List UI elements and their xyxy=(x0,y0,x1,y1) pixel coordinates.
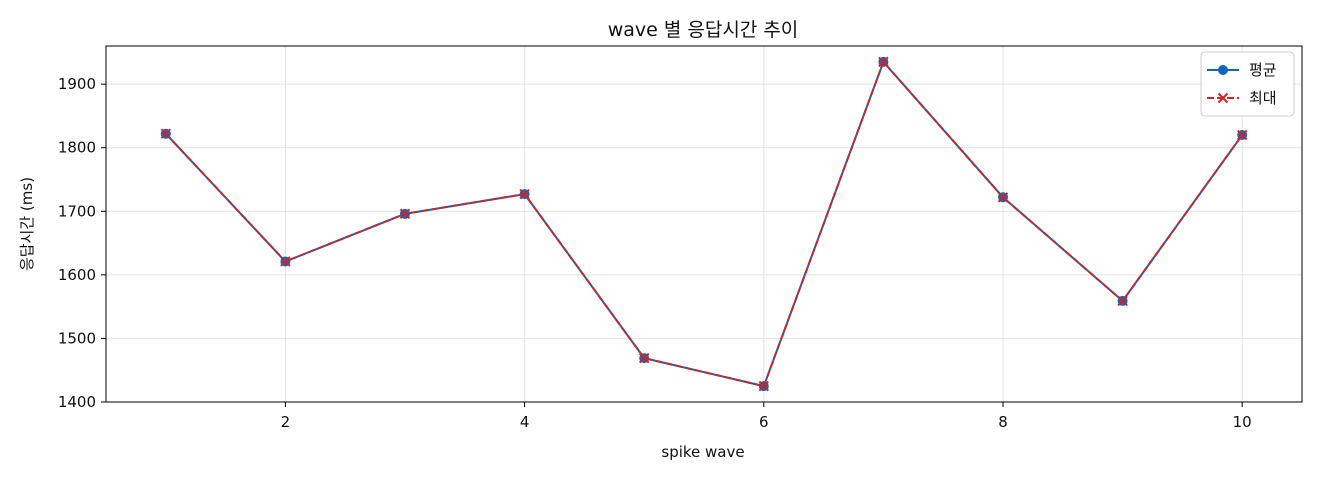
y-tick-label: 1800 xyxy=(58,139,96,157)
series-2 xyxy=(160,56,1248,392)
data-point xyxy=(1236,129,1248,141)
y-tick-label: 1600 xyxy=(58,266,96,284)
data-point xyxy=(1217,92,1229,104)
x-tick-label: 8 xyxy=(998,413,1008,431)
data-point xyxy=(160,128,172,139)
y-tick-label: 1500 xyxy=(58,329,96,347)
legend-label: 최대 xyxy=(1249,89,1277,107)
data-point xyxy=(997,192,1009,203)
series-1 xyxy=(160,56,1248,392)
chart-title: wave 별 응답시간 추이 xyxy=(608,19,799,41)
legend-label: 평균 xyxy=(1249,61,1277,79)
y-tick-label: 1900 xyxy=(58,75,96,93)
data-point xyxy=(1117,295,1128,307)
data-point-stroke xyxy=(1236,129,1248,141)
plot-series xyxy=(160,56,1248,392)
data-point-stroke xyxy=(997,192,1009,203)
data-point-stroke xyxy=(160,128,172,139)
grid-lines xyxy=(106,46,1302,403)
legend-box xyxy=(1200,51,1295,117)
data-point-stroke xyxy=(519,188,530,200)
data-point xyxy=(280,256,291,267)
axis-ticks: 2 4 6 8 10 1400 1500 1600 1700 1800 1900 xyxy=(58,75,1252,431)
data-point xyxy=(638,352,650,364)
x-tick-label: 6 xyxy=(759,413,769,431)
data-point xyxy=(878,56,889,68)
data-point-stroke xyxy=(878,56,889,68)
data-point xyxy=(1218,65,1228,75)
y-axis-label: 응답시간 (ms) xyxy=(18,177,36,271)
y-tick-label: 1700 xyxy=(58,202,96,220)
y-tick-label: 1400 xyxy=(58,393,96,411)
x-tick-label: 10 xyxy=(1233,413,1252,431)
data-point-stroke xyxy=(399,208,411,220)
x-axis-label: spike wave xyxy=(661,443,744,461)
series-line xyxy=(165,60,1244,388)
data-point-stroke xyxy=(1117,295,1128,307)
x-tick-label: 2 xyxy=(281,413,291,431)
data-point xyxy=(399,208,411,220)
data-point-stroke xyxy=(1217,92,1229,104)
series-line xyxy=(165,60,1244,388)
x-tick-label: 4 xyxy=(520,413,530,431)
data-point-stroke xyxy=(758,380,770,392)
data-point xyxy=(519,188,530,200)
data-point-stroke xyxy=(638,352,650,364)
plot-frame xyxy=(105,45,1303,403)
data-point xyxy=(758,380,770,392)
data-point-stroke xyxy=(280,256,291,267)
